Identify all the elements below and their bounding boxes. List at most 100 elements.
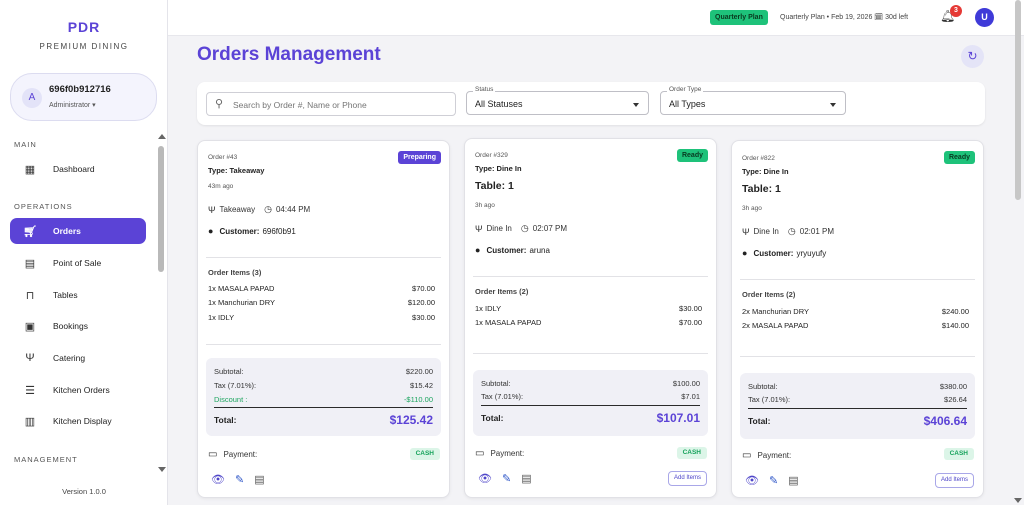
tax-value: $15.42 xyxy=(410,381,433,390)
customer-info: ● Customer: yryuyufy xyxy=(742,248,826,258)
service-info: Ψ Dine In ◷ 02:01 PM xyxy=(742,226,834,237)
filter-bar: ⚲ Status All Statuses Order Type All Typ… xyxy=(197,82,985,125)
order-number: Order #43 xyxy=(208,154,238,161)
payment-method-badge: CASH xyxy=(676,447,707,459)
item-price: $120.00 xyxy=(407,298,435,307)
add-items-button[interactable]: Add Items xyxy=(667,471,707,486)
user-name: 696f0b912716 xyxy=(49,84,111,95)
order-type-select-label: Order Type xyxy=(667,86,704,93)
discount-row: Discount : -$110.00 xyxy=(214,395,433,404)
sidebar-item-label: Catering xyxy=(53,353,86,363)
sidebar-item-kitchen-display[interactable]: ▥ Kitchen Display xyxy=(10,408,146,434)
credit-card-icon: ▭ xyxy=(475,448,485,459)
pencil-icon[interactable]: ✎ xyxy=(768,475,779,487)
sidebar-item-kitchen-orders[interactable]: ☰ Kitchen Orders xyxy=(10,377,146,403)
item-name: 1x IDLY xyxy=(475,304,502,313)
total-label: Total: xyxy=(748,416,771,426)
sidebar-item-label: Kitchen Orders xyxy=(53,385,110,395)
sidebar: PDR PREMIUM DINING A 696f0b912716 Admini… xyxy=(0,0,168,505)
items-heading: Order Items (3) xyxy=(208,268,262,277)
list-item: 2x Manchurian DRY $240.00 xyxy=(742,307,969,316)
order-card[interactable]: Order #822 Type: Dine In Table: 1 Ready … xyxy=(731,140,984,498)
user-menu[interactable]: A 696f0b912716 Administrator ▾ xyxy=(10,73,157,121)
receipt-icon[interactable]: ▤ xyxy=(788,475,799,487)
avatar[interactable]: U xyxy=(975,8,994,27)
clock-icon: ◷ xyxy=(264,204,272,214)
order-number: Order #822 xyxy=(742,155,775,162)
clock-icon: ◷ xyxy=(787,226,796,236)
eye-icon[interactable]: 👁︎ xyxy=(478,473,492,485)
scroll-up-arrow[interactable] xyxy=(158,134,166,139)
search-icon: ⚲ xyxy=(215,98,224,110)
sidebar-item-orders[interactable]: 🛒︎ Orders xyxy=(10,218,146,244)
eye-icon[interactable]: 👁︎ xyxy=(211,474,225,486)
order-time: 02:01 PM xyxy=(799,227,834,236)
order-number: Order #329 xyxy=(475,152,508,159)
sidebar-item-bookings[interactable]: ▣ Bookings xyxy=(10,313,146,339)
order-card[interactable]: Order #329 Type: Dine In Table: 1 Ready … xyxy=(464,138,717,498)
search-input[interactable] xyxy=(233,97,448,112)
totals-separator xyxy=(481,405,700,406)
scroll-down-arrow[interactable] xyxy=(1014,498,1022,503)
totals-box: Subtotal: $380.00 Tax (7.01%): $26.64 To… xyxy=(740,373,975,439)
notification-count-badge: 3 xyxy=(950,5,962,17)
section-label-operations: OPERATIONS xyxy=(14,202,73,211)
display-icon: ▥ xyxy=(24,415,36,428)
total-label: Total: xyxy=(481,413,504,423)
person-icon: ● xyxy=(742,248,748,258)
sidebar-scrollbar[interactable] xyxy=(158,146,164,272)
tax-value: $26.64 xyxy=(944,395,967,404)
item-name: 1x MASALA PAPAD xyxy=(475,318,542,327)
time-ago: 3h ago xyxy=(742,205,762,212)
customer-info: ● Customer: 696f0b91 xyxy=(208,226,296,236)
list-item: 1x IDLY $30.00 xyxy=(208,313,435,322)
version-text: Version 1.0.0 xyxy=(62,487,106,496)
item-price: $30.00 xyxy=(679,304,702,313)
sidebar-item-dashboard[interactable]: ▦ Dashboard xyxy=(10,156,146,182)
main-scrollbar[interactable] xyxy=(1015,0,1021,200)
status-badge: Preparing xyxy=(398,151,441,164)
receipt-icon[interactable]: ▤ xyxy=(521,473,532,485)
sidebar-item-catering[interactable]: Ψ Catering xyxy=(10,345,146,371)
topbar: Quarterly Plan Quarterly Plan • Feb 19, … xyxy=(168,0,1024,36)
refresh-button[interactable]: ↻ xyxy=(961,45,984,68)
order-type-select[interactable]: Order Type All Types xyxy=(660,86,846,115)
total-value: $406.64 xyxy=(923,414,967,428)
order-card[interactable]: Order #43 Type: Takeaway Preparing 43m a… xyxy=(197,140,450,498)
calendar-icon: ▣ xyxy=(24,320,36,333)
scroll-down-arrow[interactable] xyxy=(158,467,166,472)
tax-row: Tax (7.01%): $26.64 xyxy=(748,395,967,404)
payment-method-badge: CASH xyxy=(409,448,440,460)
pencil-icon[interactable]: ✎ xyxy=(234,474,245,486)
tax-row: Tax (7.01%): $7.01 xyxy=(481,392,700,401)
fork-knife-icon: Ψ xyxy=(742,226,750,237)
add-items-button[interactable]: Add Items xyxy=(934,473,974,488)
card-actions: 👁︎ ✎ ▤ xyxy=(211,473,275,486)
order-type: Type: Dine In xyxy=(742,167,789,176)
status-select[interactable]: Status All Statuses xyxy=(466,86,649,115)
fork-knife-icon: Ψ xyxy=(475,223,483,234)
receipt-icon[interactable]: ▤ xyxy=(254,474,265,486)
table-number: Table: 1 xyxy=(742,183,781,195)
sidebar-item-label: Dashboard xyxy=(53,164,95,174)
brand-logo[interactable]: PDR xyxy=(67,19,101,35)
customer-info: ● Customer: aruna xyxy=(475,245,550,255)
pencil-icon[interactable]: ✎ xyxy=(501,473,512,485)
status-select-label: Status xyxy=(473,86,496,93)
totals-box: Subtotal: $220.00 Tax (7.01%): $15.42 Di… xyxy=(206,358,441,436)
tax-label: Tax (7.01%): xyxy=(748,395,791,404)
brand-subtitle: PREMIUM DINING xyxy=(39,42,129,51)
refresh-icon: ↻ xyxy=(967,49,978,63)
payment-label: Payment: xyxy=(223,450,258,459)
item-name: 1x IDLY xyxy=(208,313,235,322)
section-label-main: MAIN xyxy=(14,140,37,149)
search-field[interactable]: ⚲ xyxy=(206,92,456,116)
sidebar-item-point-of-sale[interactable]: ▤ Point of Sale xyxy=(10,250,146,276)
customer-name: aruna xyxy=(529,245,550,255)
divider xyxy=(206,344,441,345)
eye-icon[interactable]: 👁︎ xyxy=(745,475,759,487)
customer-name: 696f0b91 xyxy=(262,226,296,236)
sidebar-item-tables[interactable]: ⊓ Tables xyxy=(10,282,146,308)
payment-method-badge: CASH xyxy=(943,448,974,460)
sidebar-item-label: Point of Sale xyxy=(53,258,102,268)
